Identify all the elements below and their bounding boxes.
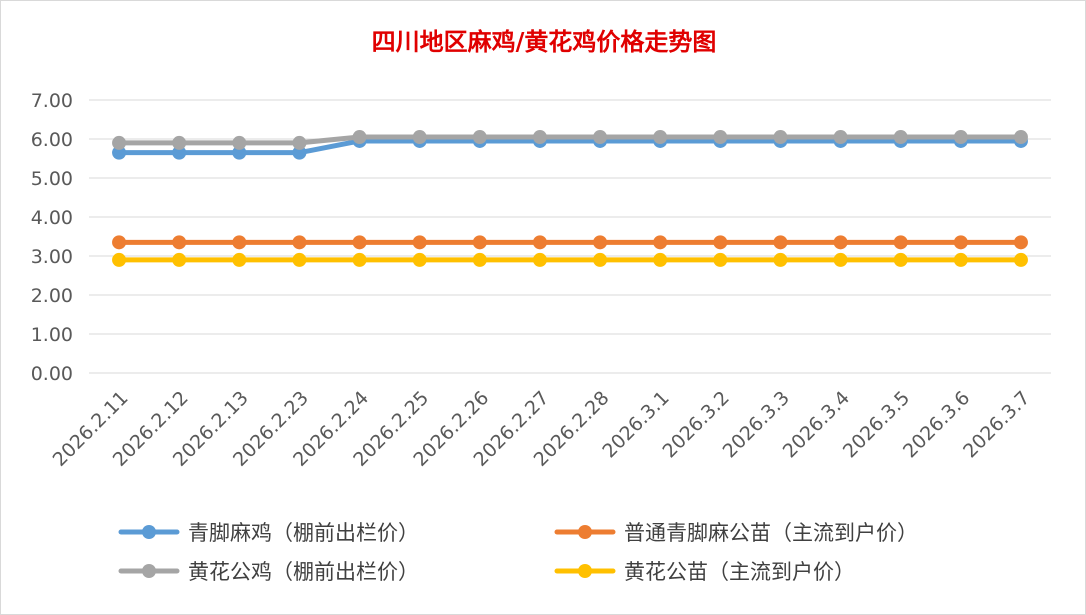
legend-item: 黄花公鸡（棚前出栏价） (118, 560, 419, 584)
data-point (1013, 130, 1028, 145)
series-line (116, 134, 1024, 146)
data-point (1013, 252, 1028, 267)
data-point (773, 252, 788, 267)
data-point (352, 235, 367, 250)
data-point (112, 252, 127, 267)
data-point (532, 235, 547, 250)
data-point (472, 252, 487, 267)
data-point (1013, 235, 1028, 250)
data-point (472, 235, 487, 250)
data-point (352, 130, 367, 145)
y-tick-label: 2.00 (31, 285, 73, 307)
gridlines (89, 99, 1051, 374)
data-point (112, 235, 127, 250)
data-point (112, 135, 127, 150)
y-tick-label: 4.00 (31, 207, 73, 229)
data-point (412, 130, 427, 145)
data-point (172, 135, 187, 150)
data-point (893, 252, 908, 267)
data-point (893, 235, 908, 250)
data-point (653, 130, 668, 145)
data-point (292, 235, 307, 250)
data-point (833, 130, 848, 145)
legend-label: 普通青脚麻公苗（主流到户价） (624, 521, 918, 545)
data-point (412, 252, 427, 267)
data-point (653, 235, 668, 250)
data-point (893, 130, 908, 145)
y-axis-ticks: 0.00 1.00 2.00 3.00 4.00 5.00 6.00 7.00 (31, 90, 73, 385)
data-point (292, 135, 307, 150)
data-point (292, 145, 307, 160)
data-point (352, 252, 367, 267)
data-point (232, 252, 247, 267)
x-tick-label: 2026.3.7 (959, 387, 1034, 462)
data-point (713, 235, 728, 250)
legend-swatch-marker (142, 525, 156, 539)
data-point (472, 130, 487, 145)
legend-swatch-marker (142, 564, 156, 578)
data-point (713, 252, 728, 267)
legend-label: 青脚麻鸡（棚前出栏价） (188, 521, 419, 545)
data-point (172, 235, 187, 250)
data-point (292, 252, 307, 267)
data-point (593, 252, 608, 267)
data-point (713, 130, 728, 145)
x-axis-ticks: 2026.2.112026.2.122026.2.132026.2.232026… (49, 387, 1035, 471)
data-point (953, 252, 968, 267)
data-point (653, 252, 668, 267)
y-tick-label: 0.00 (31, 363, 73, 385)
data-point (953, 235, 968, 250)
data-point (172, 252, 187, 267)
series-2 (112, 130, 1028, 150)
series-1 (112, 235, 1028, 250)
data-point (112, 145, 127, 160)
data-point (412, 235, 427, 250)
legend-label: 黄花公苗（主流到户价） (624, 560, 855, 584)
data-point (593, 235, 608, 250)
legend-swatch-marker (578, 525, 592, 539)
legend-swatch-marker (578, 564, 592, 578)
data-point (172, 145, 187, 160)
y-tick-label: 5.00 (31, 168, 73, 190)
y-tick-label: 6.00 (31, 129, 73, 151)
legend-item: 普通青脚麻公苗（主流到户价） (554, 521, 918, 545)
legend-label: 黄花公鸡（棚前出栏价） (188, 560, 419, 584)
series-3 (112, 252, 1028, 267)
legend: 青脚麻鸡（棚前出栏价） 普通青脚麻公苗（主流到户价） 黄花公鸡（棚前出栏价） 黄花公苗… (118, 521, 918, 584)
data-point (833, 235, 848, 250)
chart-title: 四川地区麻鸡/黄花鸡价格走势图 (372, 27, 717, 56)
data-point (953, 130, 968, 145)
data-point (773, 235, 788, 250)
y-tick-label: 3.00 (31, 246, 73, 268)
y-tick-label: 7.00 (31, 90, 73, 112)
data-point (532, 252, 547, 267)
data-point (232, 235, 247, 250)
series-layer (112, 130, 1028, 267)
legend-item: 黄花公苗（主流到户价） (554, 560, 855, 584)
legend-item: 青脚麻鸡（棚前出栏价） (118, 521, 419, 545)
data-point (593, 130, 608, 145)
series-line (116, 138, 1024, 156)
data-point (232, 135, 247, 150)
data-point (833, 252, 848, 267)
y-tick-label: 1.00 (31, 324, 73, 346)
data-point (532, 130, 547, 145)
data-point (232, 145, 247, 160)
data-point (773, 130, 788, 145)
